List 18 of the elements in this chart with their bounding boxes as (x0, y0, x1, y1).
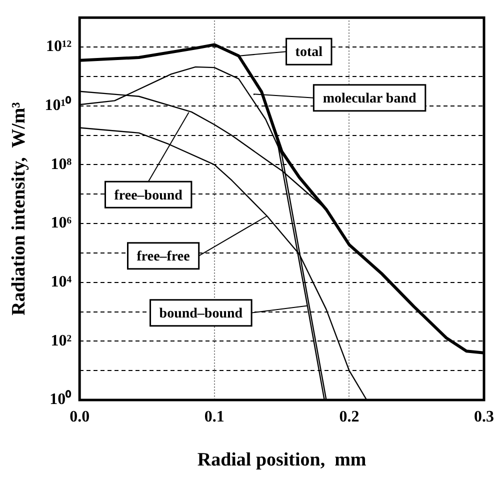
x-tick-label: 0.3 (474, 408, 494, 426)
annotation: free–free (136, 249, 190, 264)
y-tick-label: 10⁴ (50, 273, 72, 290)
annotation: bound–bound (159, 306, 243, 322)
x-tick-label: 0.2 (339, 408, 360, 426)
annotation: molecular band (322, 92, 416, 107)
y-tick-label: 10⁰ (50, 390, 72, 408)
x-tick-label: 0.0 (70, 408, 90, 426)
y-axis-title: Radiation intensity, W/m³ (8, 102, 30, 316)
y-tick-label: 10⁸ (50, 156, 72, 173)
x-tick-label: 0.1 (204, 408, 224, 426)
y-tick-label: 10⁶ (50, 214, 72, 232)
x-axis-title: Radial position, mm (197, 450, 366, 471)
annotation: total (295, 45, 323, 60)
annotation: free–bound (114, 188, 183, 204)
y-tick-label: 10¹⁰ (44, 96, 72, 114)
y-tick-label: 10² (50, 332, 72, 350)
y-tick-label: 10¹² (46, 38, 72, 56)
